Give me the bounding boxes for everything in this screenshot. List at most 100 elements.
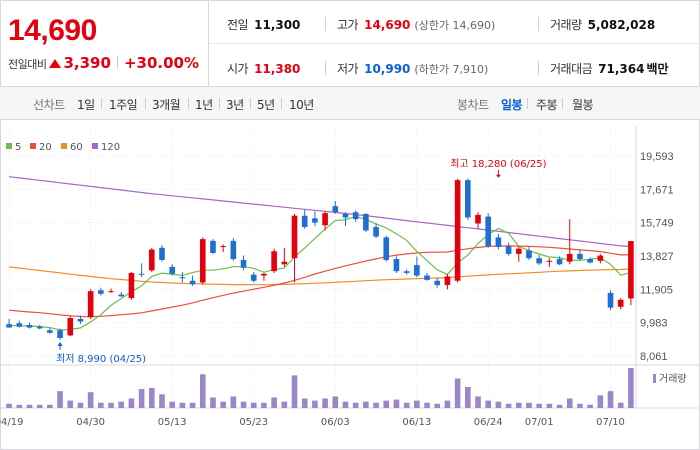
volume-bar xyxy=(87,392,94,408)
tab-monthly[interactable]: 월봉 xyxy=(572,98,594,112)
volume-bar xyxy=(199,374,206,408)
candle-body xyxy=(312,218,318,223)
tab-1d[interactable]: 1일 xyxy=(77,98,95,112)
y-tick-label: 9,983 xyxy=(640,318,668,330)
ma5-line xyxy=(9,215,632,331)
candle-body xyxy=(505,246,512,254)
candle-body xyxy=(67,318,74,336)
volume-bar xyxy=(444,400,451,408)
candle-body xyxy=(393,259,400,272)
volume-bar xyxy=(118,401,125,408)
volume-bar xyxy=(179,402,186,408)
volume-bar xyxy=(271,397,277,408)
prev-close: 전일 11,300 xyxy=(227,16,300,33)
candle-body xyxy=(169,266,175,274)
chart-period-tabs: 선차트 1일 1주일 3개월 1년 3년 5년 10년 봉차트 일봉 주봉 월봉 xyxy=(0,87,700,120)
ma120-line xyxy=(9,176,631,248)
trade-amount-label: 거래대금 xyxy=(550,62,593,76)
candle-body xyxy=(108,291,114,293)
volume-bar xyxy=(556,404,563,408)
prev-close-value: 11,300 xyxy=(254,18,301,32)
volume-bar xyxy=(47,404,53,408)
volume-bar xyxy=(6,403,12,408)
volume-bar xyxy=(475,396,481,408)
volume-bar xyxy=(342,401,349,408)
x-tick-label: 04/19 xyxy=(0,417,24,428)
x-tick-label: 06/13 xyxy=(402,417,431,428)
volume-bar xyxy=(352,402,359,408)
tab-daily[interactable]: 일봉 xyxy=(501,98,523,112)
quote-header: 14,690 전일대비 3,390 +30.00% 전일 11,300 고가 14,69… xyxy=(0,0,700,87)
candle-body xyxy=(515,248,522,254)
volume-bar xyxy=(577,403,583,408)
divider xyxy=(538,17,539,31)
candle-chart-label: 봉차트 xyxy=(457,98,489,112)
volume-value: 5,082,028 xyxy=(587,18,656,32)
tab-weekly[interactable]: 주봉 xyxy=(536,98,558,112)
candle-body xyxy=(281,261,288,265)
volume-bar xyxy=(159,394,165,408)
tab-10y[interactable]: 10년 xyxy=(289,98,314,112)
candle-body xyxy=(526,250,532,259)
y-tick-label: 8,061 xyxy=(640,351,668,363)
volume-bar xyxy=(373,402,379,408)
volume-bar xyxy=(597,395,604,408)
x-tick-label: 06/03 xyxy=(321,417,350,428)
candle-body xyxy=(230,240,237,260)
volume-bar xyxy=(57,391,63,408)
volume-bar xyxy=(505,403,512,408)
trade-amount-value: 71,364 xyxy=(598,62,645,76)
candle-body xyxy=(556,259,563,265)
volume-bar xyxy=(108,402,114,408)
low-annotation: 최저 8,990 (04/25) xyxy=(56,353,146,365)
volume-bar xyxy=(454,378,461,408)
x-tick-label: 07/10 xyxy=(596,417,625,428)
candle-body xyxy=(322,213,328,226)
tab-1w[interactable]: 1주일 xyxy=(109,98,138,112)
divider xyxy=(527,98,528,109)
legend-swatch xyxy=(30,143,36,149)
divider xyxy=(208,0,209,86)
candle-body xyxy=(434,280,441,286)
candle-body xyxy=(342,213,349,218)
change-amount: 3,390 xyxy=(63,54,111,72)
candle-body xyxy=(6,324,12,328)
volume-bar xyxy=(67,400,74,408)
candle-body xyxy=(271,251,277,272)
divider xyxy=(188,98,189,109)
volume-bar xyxy=(587,404,593,408)
volume-bar xyxy=(607,391,614,408)
low-price: 저가 10,990 (하한가 7,910) xyxy=(337,60,488,77)
candle-body xyxy=(607,292,614,308)
trade-amount: 거래대금 71,364 백만 xyxy=(550,60,669,77)
open-value: 11,380 xyxy=(254,62,301,76)
candle-body xyxy=(424,275,430,280)
candle-body xyxy=(577,253,583,260)
upper-limit: (상한가 14,690) xyxy=(414,19,496,32)
volume-bar xyxy=(332,396,339,408)
current-price: 14,690 xyxy=(8,14,97,47)
volume-bar xyxy=(566,398,573,408)
tab-5y[interactable]: 5년 xyxy=(257,98,275,112)
candle-body xyxy=(36,326,43,329)
prev-close-label: 전일 xyxy=(227,18,249,32)
candle-body xyxy=(536,258,542,264)
tab-3y[interactable]: 3년 xyxy=(226,98,244,112)
volume-legend-swatch xyxy=(653,374,656,383)
candle-body xyxy=(189,280,196,285)
candle-body xyxy=(597,255,604,261)
high-annotation: 최고 18,280 (06/25) xyxy=(450,158,546,170)
tab-1y[interactable]: 1년 xyxy=(195,98,213,112)
change-percent: +30.00% xyxy=(123,54,199,72)
y-tick-label: 11,905 xyxy=(640,284,673,296)
volume-bar xyxy=(189,402,196,408)
tab-3m[interactable]: 3개월 xyxy=(152,98,181,112)
volume-bar xyxy=(536,403,542,408)
divider xyxy=(116,56,118,69)
volume-bar xyxy=(434,403,441,408)
candle-body xyxy=(118,294,125,297)
volume-bar xyxy=(250,402,257,408)
candle-body xyxy=(250,274,257,281)
volume-bar xyxy=(291,375,298,408)
